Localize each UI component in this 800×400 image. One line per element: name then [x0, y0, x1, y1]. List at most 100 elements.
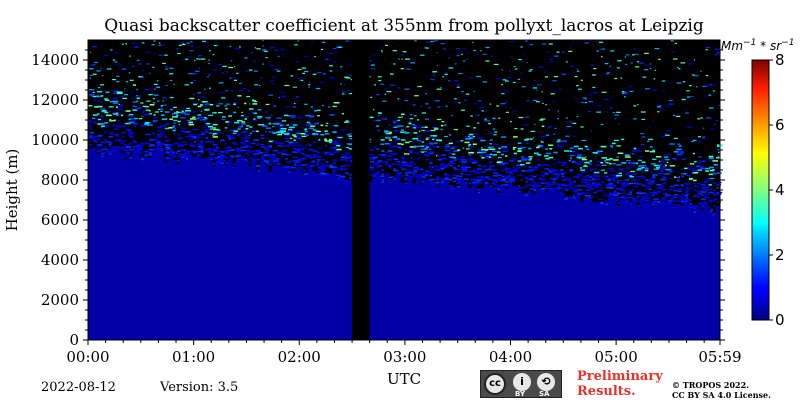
noise-speck — [660, 189, 666, 192]
noise-speck — [312, 129, 317, 131]
noise-speck — [166, 122, 170, 124]
noise-speck — [281, 130, 287, 133]
signal-column — [436, 185, 441, 340]
noise-speck — [637, 103, 639, 106]
x-tick-label: 00:00 — [66, 348, 109, 366]
noise-speck — [293, 164, 297, 166]
noise-speck — [550, 93, 555, 95]
noise-speck — [292, 144, 298, 147]
noise-speck — [132, 119, 136, 122]
noise-speck — [109, 101, 113, 103]
noise-speck — [477, 191, 482, 194]
signal-column — [408, 177, 413, 340]
noise-speck — [396, 161, 401, 163]
noise-speck — [649, 186, 652, 188]
noise-speck — [108, 153, 111, 156]
noise-speck — [173, 119, 178, 122]
noise-speck — [685, 183, 691, 186]
noise-speck — [610, 50, 615, 52]
noise-speck — [600, 169, 605, 172]
noise-speck — [233, 156, 237, 158]
noise-speck — [176, 150, 181, 152]
noise-speck — [308, 127, 314, 130]
noise-speck — [572, 176, 578, 178]
noise-speck — [644, 150, 650, 152]
colorbar-tick-label: 8 — [775, 51, 785, 69]
noise-speck — [472, 172, 478, 174]
noise-speck — [453, 167, 457, 170]
noise-speck — [325, 59, 328, 61]
noise-speck — [384, 161, 387, 164]
noise-speck — [380, 83, 385, 85]
noise-speck — [221, 72, 225, 74]
noise-speck — [636, 200, 641, 202]
noise-speck — [504, 183, 510, 186]
noise-speck — [262, 124, 266, 127]
noise-speck — [212, 112, 217, 114]
noise-speck — [173, 142, 180, 144]
noise-speck — [556, 141, 560, 143]
noise-speck — [449, 134, 452, 136]
noise-speck — [481, 170, 486, 173]
noise-speck — [624, 173, 630, 175]
noise-speck — [286, 124, 289, 126]
noise-speck — [345, 179, 348, 182]
noise-speck — [477, 137, 483, 139]
noise-speck — [537, 164, 541, 166]
noise-speck — [709, 169, 715, 172]
noise-speck — [202, 40, 206, 43]
noise-speck — [481, 148, 487, 151]
noise-speck — [169, 107, 175, 110]
preliminary-line-2: Results. — [577, 384, 636, 399]
noise-speck — [336, 168, 342, 170]
noise-speck — [601, 176, 608, 178]
noise-speck — [628, 177, 633, 179]
noise-speck — [500, 184, 505, 186]
noise-speck — [225, 161, 229, 164]
noise-speck — [178, 44, 182, 46]
noise-speck — [117, 138, 121, 141]
noise-speck — [369, 160, 375, 163]
noise-speck — [316, 87, 321, 90]
noise-speck — [376, 148, 380, 150]
noise-speck — [580, 160, 585, 163]
noise-speck — [156, 149, 159, 152]
noise-speck — [125, 129, 132, 131]
noise-speck — [244, 144, 251, 147]
noise-speck — [121, 125, 126, 127]
noise-speck — [384, 88, 388, 90]
noise-speck — [425, 154, 431, 157]
noise-speck — [186, 107, 191, 110]
noise-speck — [398, 58, 400, 60]
noise-speck — [521, 158, 526, 160]
noise-speck — [97, 134, 103, 137]
noise-speck — [192, 116, 196, 119]
copyright-notice: © TROPOS 2022. CC BY SA 4.0 License. — [672, 380, 771, 400]
noise-speck — [629, 174, 633, 177]
noise-speck — [257, 171, 262, 173]
noise-speck — [249, 142, 254, 144]
noise-speck — [669, 143, 675, 145]
noise-speck — [392, 145, 398, 148]
noise-speck — [664, 182, 667, 185]
noise-speck — [301, 153, 306, 156]
noise-speck — [336, 144, 341, 147]
noise-speck — [546, 134, 550, 136]
noise-speck — [381, 50, 383, 52]
noise-speck — [462, 147, 465, 149]
noise-speck — [128, 114, 134, 116]
noise-speck — [312, 160, 315, 162]
noise-speck — [114, 61, 118, 63]
noise-speck — [346, 77, 351, 79]
noise-speck — [432, 165, 438, 168]
noise-speck — [265, 56, 268, 59]
noise-speck — [704, 200, 707, 203]
noise-speck — [372, 173, 379, 175]
noise-speck — [513, 136, 518, 138]
noise-speck — [257, 117, 262, 119]
noise-speck — [433, 179, 440, 181]
noise-speck — [329, 147, 334, 149]
noise-speck — [374, 84, 376, 86]
noise-speck — [440, 163, 445, 165]
noise-speck — [704, 197, 708, 200]
